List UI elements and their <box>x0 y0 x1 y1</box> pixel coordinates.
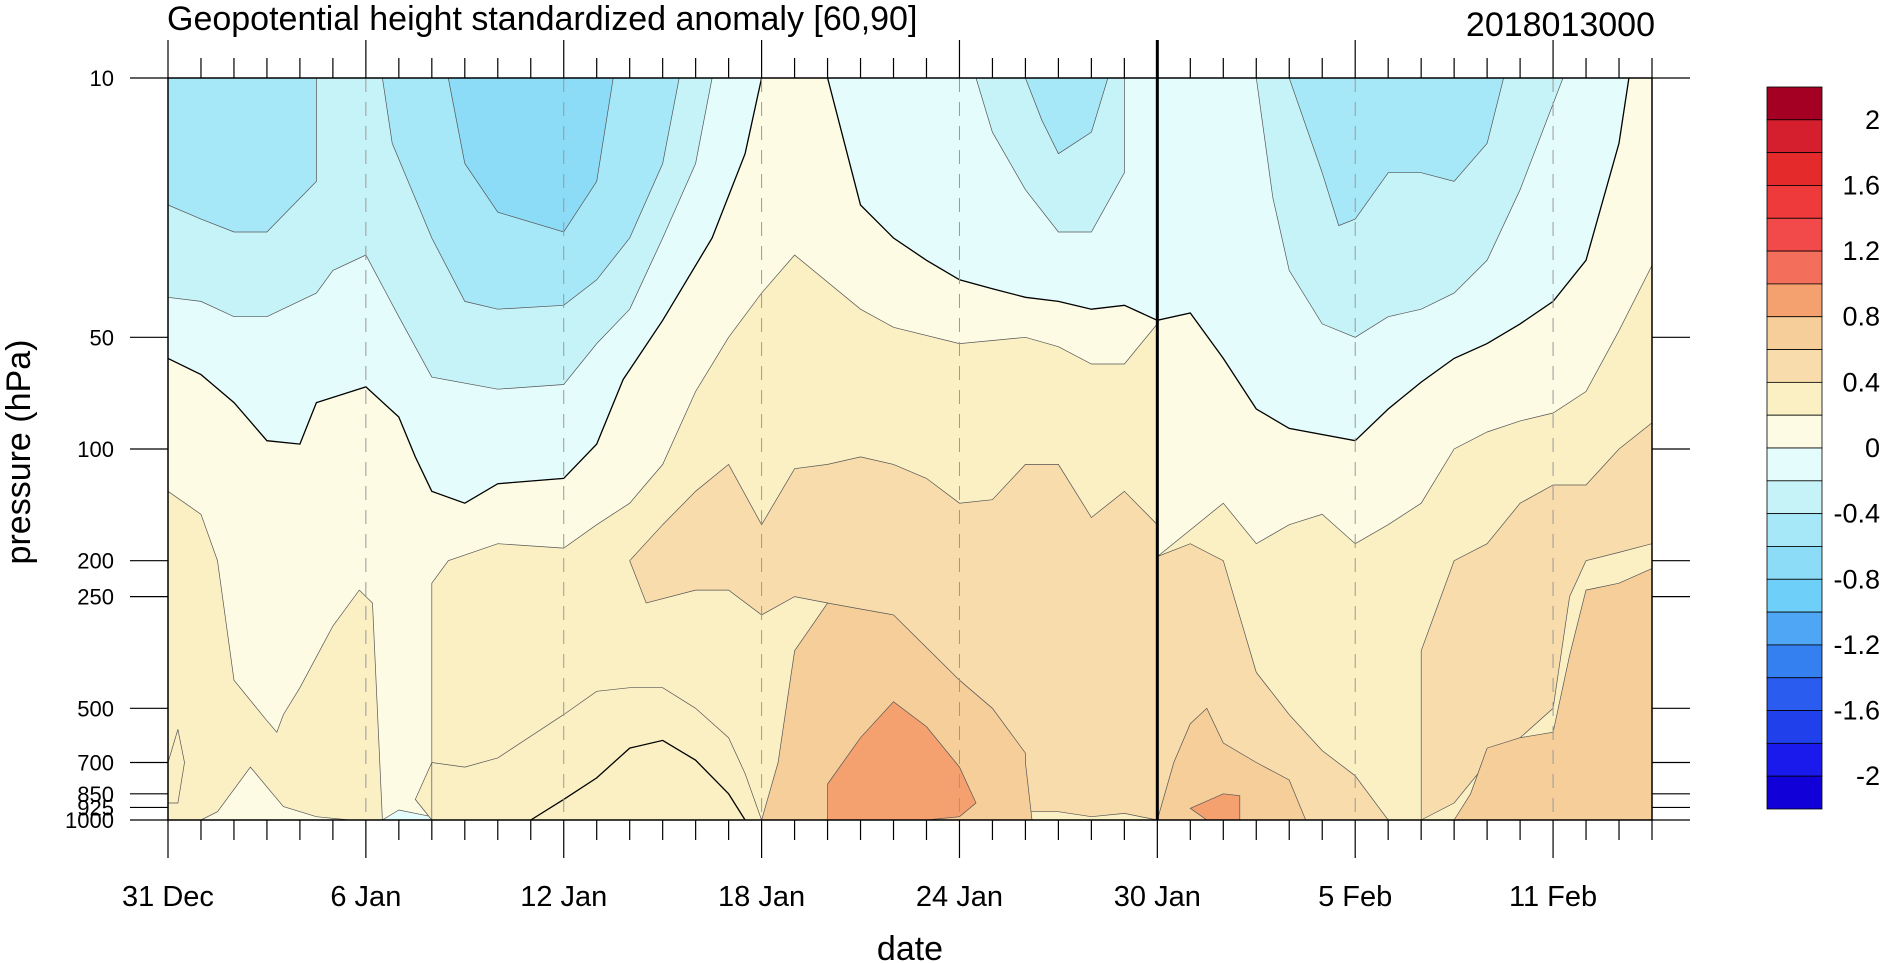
x-tick-label: 12 Jan <box>520 881 607 913</box>
colorbar-swatch <box>1766 86 1823 121</box>
x-tick-label: 24 Jan <box>916 881 1003 913</box>
contour-region-23 <box>1189 793 1241 821</box>
colorbar-swatch <box>1766 381 1823 416</box>
colorbar: 2 1.6 1.2 0.8 0.4 0 -0.4 -0.8 -1.2 -1.6 -2 <box>1766 86 1880 810</box>
colorbar-label: 2 <box>1865 105 1880 135</box>
colorbar-swatch <box>1766 742 1823 777</box>
colorbar-label: -0.4 <box>1833 499 1880 529</box>
zero-contour-0 <box>167 77 763 504</box>
run-date-label: 2018013000 <box>1466 6 1655 44</box>
colorbar-label: -1.2 <box>1833 630 1880 660</box>
contour-region-15 <box>167 490 383 821</box>
x-axis: 31 Dec 6 Jan 12 Jan 18 Jan 24 Jan 30 Jan 5 Feb… <box>122 40 1653 913</box>
colorbar-swatch <box>1766 414 1823 449</box>
y-tick-label: 1000 <box>65 808 114 833</box>
contour-fill-layer <box>167 77 1653 821</box>
x-tick-label: 30 Jan <box>1114 881 1201 913</box>
y-tick-label: 925 <box>77 795 114 820</box>
colorbar-swatch <box>1766 710 1823 744</box>
x-tick-label: 5 Feb <box>1318 881 1392 913</box>
colorbar-swatch <box>1766 546 1823 580</box>
x-tick-label: 31 Dec <box>122 881 214 913</box>
contour-region-20 <box>1156 707 1307 821</box>
y-tick-label: 500 <box>77 696 114 721</box>
y-tick-label: 700 <box>77 751 114 776</box>
colorbar-swatch <box>1766 316 1823 350</box>
colorbar-swatch <box>1766 217 1823 252</box>
y-tick-label: 200 <box>77 549 114 574</box>
colorbar-label: -2 <box>1856 761 1880 791</box>
colorbar-swatch <box>1766 250 1823 285</box>
x-tick-label: 6 Jan <box>330 881 401 913</box>
colorbar-swatch <box>1766 578 1823 613</box>
colorbar-swatch <box>1766 644 1823 679</box>
colorbar-swatch <box>1766 611 1823 646</box>
colorbar-swatch <box>1766 152 1823 186</box>
colorbar-label: 0.4 <box>1842 367 1880 397</box>
colorbar-swatch <box>1766 775 1823 810</box>
colorbar-swatch <box>1766 349 1823 383</box>
colorbar-label: 1.6 <box>1842 170 1880 200</box>
x-tick-label: 18 Jan <box>718 881 805 913</box>
y-tick-label: 850 <box>77 782 114 807</box>
y-tick-label: 100 <box>77 437 114 462</box>
chart-title: Geopotential height standardized anomaly… <box>167 0 917 38</box>
y-tick-label: 50 <box>90 325 114 350</box>
colorbar-swatch <box>1766 677 1823 711</box>
y-tick-label: 250 <box>77 585 114 610</box>
colorbar-swatch <box>1766 480 1823 515</box>
y-axis-title: pressure (hPa) <box>0 340 38 565</box>
x-tick-label: 11 Feb <box>1509 881 1597 913</box>
colorbar-label: -1.6 <box>1833 696 1880 726</box>
y-tick-label: 10 <box>90 66 114 91</box>
contour-region-10 <box>1288 77 1505 227</box>
colorbar-label: 0.8 <box>1842 302 1880 332</box>
colorbar-label: 1.2 <box>1842 236 1880 266</box>
colorbar-label: 0 <box>1865 433 1880 463</box>
colorbar-swatch <box>1766 447 1823 482</box>
colorbar-swatch <box>1766 283 1823 318</box>
contour-region-22 <box>827 701 977 821</box>
contour-region-3 <box>167 77 317 233</box>
colorbar-label: -0.8 <box>1833 564 1880 594</box>
x-axis-title: date <box>877 930 943 963</box>
colorbar-swatch <box>1766 119 1823 154</box>
colorbar-swatch <box>1766 185 1823 219</box>
colorbar-swatch <box>1766 513 1823 547</box>
zero-contour-2 <box>530 739 746 821</box>
